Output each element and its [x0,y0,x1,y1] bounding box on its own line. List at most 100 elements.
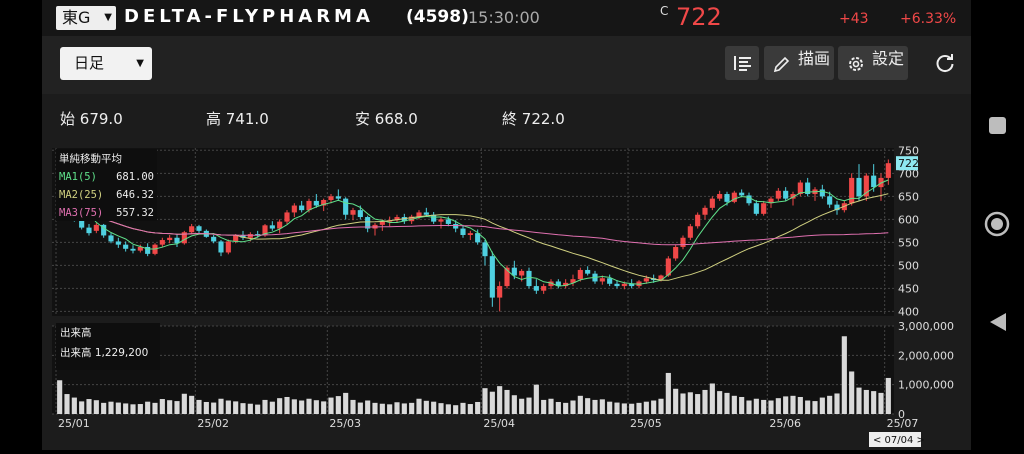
ohlc-close: 終 722.0 [502,108,565,129]
candle-body [680,237,686,247]
candle-body [526,270,532,287]
date-tick-label: 25/06 [769,417,801,430]
volume-bar [768,400,774,414]
candle-body [240,235,246,238]
candle-body [93,224,99,231]
ohlc-label: 安 [355,110,371,128]
volume-bar [86,399,92,414]
recent-apps-icon[interactable] [989,117,1006,134]
volume-bar [746,400,752,414]
candle-body [211,236,217,242]
home-icon[interactable] [984,211,1010,237]
volume-bar [453,405,459,414]
volume-bar [343,392,349,414]
volume-bar [695,394,701,414]
candle-body [482,242,488,257]
volume-bar [401,403,407,414]
candle-body [181,232,187,244]
volume-bar [753,398,759,414]
candle-body [739,192,745,196]
android-nav-bar [976,0,1024,450]
volume-bar [585,398,591,414]
refresh-icon[interactable] [934,52,956,74]
candle-body [819,189,825,197]
date-tick-label: 25/05 [630,417,662,430]
volume-bar [841,336,847,414]
volume-bar [79,401,85,414]
candle-body [167,237,173,241]
price-change-percent: +6.33% [900,11,957,27]
volume-bar [607,401,613,414]
volume-bar [819,397,825,414]
ohlc-value: 741.0 [225,110,269,128]
price-prefix: C [660,4,669,18]
volume-bar [614,402,620,414]
price-tick-label: 750 [898,144,919,157]
candle-body [541,286,547,291]
candle-body [335,196,341,199]
candle-body [563,282,569,287]
volume-bar [761,399,767,414]
settings-button[interactable]: 設定 [838,46,908,80]
candle-body [343,198,349,215]
candle-body [365,217,371,229]
volume-bar [687,392,693,414]
volume-bar [101,402,107,414]
market-select[interactable]: 東G ▼ [56,6,116,30]
volume-bar [203,401,209,414]
volume-bar [313,400,319,414]
candle-body [577,269,583,280]
legend-row-ma1: MA1(5) 681.00 [59,171,154,189]
stock-code: (4598) [406,7,469,27]
volume-bar [592,399,598,414]
volume-bar [621,403,627,414]
candle-body [306,200,312,211]
draw-button[interactable]: 描画 [764,46,834,80]
volume-bar [357,402,363,414]
volume-bar [541,399,547,414]
candle-body [174,237,180,244]
volume-bar [812,401,818,414]
volume-bar [475,401,481,414]
volume-bar [563,402,569,414]
candle-body [350,210,356,215]
volume-bar [460,402,466,414]
volume-bar [321,401,327,414]
volume-tick-label: 3,000,000 [898,320,954,333]
date-tick-label: 25/02 [197,417,229,430]
ohlc-high: 高 741.0 [206,108,269,129]
pencil-icon [773,56,790,73]
candle-body [790,194,796,199]
price-chart[interactable]: 750 700 650 600 550 500 450 400 3,000,000 2,000,0… [42,0,971,450]
candle-body [753,203,759,214]
candle-body [291,205,297,213]
volume-bar [262,399,268,414]
volume-bar [64,394,70,414]
volume-bar [511,395,517,414]
volume-bar [629,403,635,414]
period-select[interactable]: 日足 ▼ [60,47,152,80]
candle-body [775,190,781,199]
candle-body [328,196,334,201]
volume-bar [93,400,99,414]
volume-bar [409,402,415,414]
candle-body [423,212,429,215]
volume-tick-label: 1,000,000 [898,379,954,392]
date-tick-label: 25/01 [58,417,90,430]
candle-body [673,246,679,259]
ohlc-low: 安 668.0 [355,108,418,129]
candle-body [262,225,268,236]
candle-body [834,204,840,211]
candle-body [856,177,862,197]
dropdown-arrow-icon: ▼ [136,58,144,69]
legend-ma-value: 646.32 [116,189,154,201]
volume-bar [181,393,187,414]
volume-bar [284,396,290,414]
volume-bar [717,391,723,414]
volume-bar [306,398,312,414]
candle-body [401,217,407,222]
volume-bar [489,391,495,414]
indicator-list-button[interactable] [725,46,759,80]
candle-body [79,219,85,228]
back-icon[interactable] [990,313,1006,331]
